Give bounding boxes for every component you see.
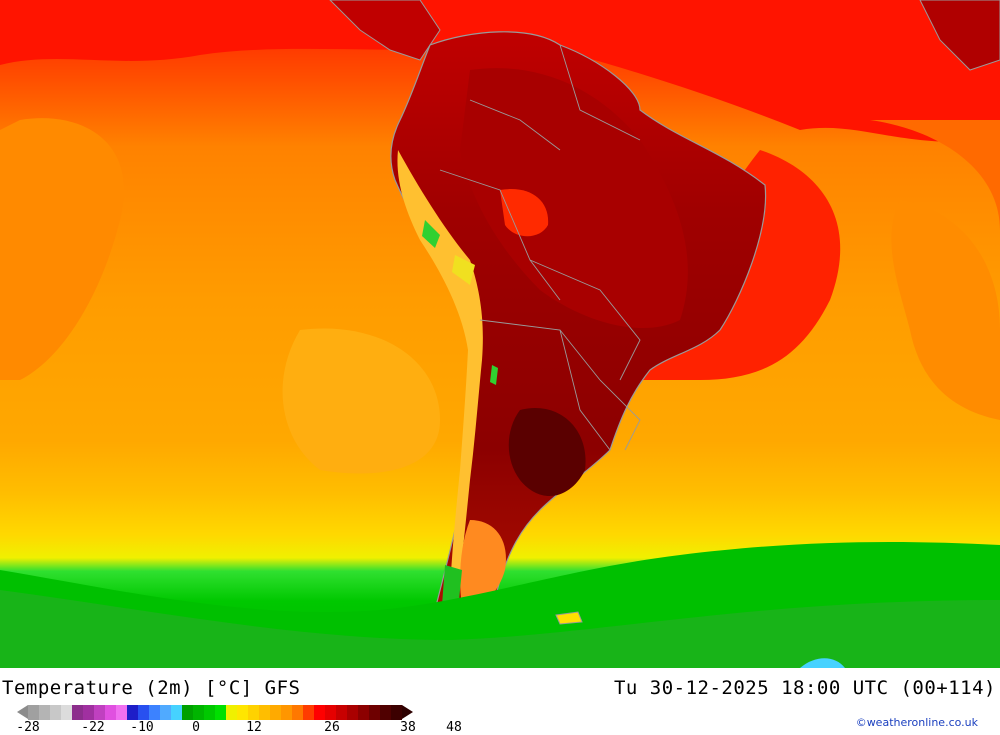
colorbar-segment xyxy=(160,705,171,720)
colorbar-segment xyxy=(336,705,347,720)
colorbar-min-arrow xyxy=(17,705,28,719)
falklands xyxy=(555,611,583,625)
andes-green-strip xyxy=(490,365,498,385)
amazon-hot-region xyxy=(460,68,688,329)
pacific-mid-orange xyxy=(0,118,124,380)
forecast-datetime: Tu 30-12-2025 18:00 UTC (00+114) xyxy=(613,677,996,699)
andes-yellow-patch xyxy=(452,255,475,285)
colorbar-segment xyxy=(391,705,402,720)
pacific-light-band xyxy=(282,328,440,474)
colorbar-tick: -28 xyxy=(16,720,40,735)
temperature-colorbar xyxy=(28,705,402,720)
colorbar-segment xyxy=(347,705,358,720)
country-borders xyxy=(439,44,641,451)
colorbar-tick: 48 xyxy=(446,720,462,735)
temperature-map[interactable] xyxy=(0,0,1000,668)
colorbar-segment xyxy=(215,705,226,720)
colorbar-segment xyxy=(182,705,193,720)
caribbean-islands xyxy=(919,0,1000,71)
south-ice-edge xyxy=(800,658,845,668)
colorbar-segment xyxy=(94,705,105,720)
colorbar-segment xyxy=(61,705,72,720)
credit-link[interactable]: ©weatheronline.co.uk xyxy=(855,716,978,729)
colorbar-tick: -22 xyxy=(81,720,105,735)
colorbar-segment xyxy=(50,705,61,720)
colorbar-segment xyxy=(226,705,237,720)
colorbar-segment xyxy=(72,705,83,720)
colorbar-tick: -10 xyxy=(130,720,154,735)
colorbar-segment xyxy=(127,705,138,720)
north-atlantic-orange xyxy=(870,120,1000,230)
colorbar-segment xyxy=(281,705,292,720)
colorbar-segment xyxy=(39,705,50,720)
colorbar-segment xyxy=(28,705,39,720)
colorbar-segment xyxy=(116,705,127,720)
andes-green-patch xyxy=(422,220,440,248)
colorbar-segment xyxy=(105,705,116,720)
colorbar-segment xyxy=(83,705,94,720)
map-footer: Temperature (2m) [°C] GFS Tu 30-12-2025 … xyxy=(0,668,1000,735)
colorbar-max-arrow xyxy=(402,705,413,719)
east-atlantic-orange xyxy=(891,200,1000,420)
colorbar-segment xyxy=(193,705,204,720)
colorbar-segment xyxy=(358,705,369,720)
colorbar-segment xyxy=(149,705,160,720)
map-canvas xyxy=(0,0,1000,668)
map-title: Temperature (2m) [°C] GFS xyxy=(2,677,301,699)
colorbar-segment xyxy=(369,705,380,720)
colorbar-segment xyxy=(303,705,314,720)
colorbar-tick: 12 xyxy=(246,720,262,735)
colorbar-segment xyxy=(314,705,325,720)
colorbar-segment xyxy=(270,705,281,720)
colorbar-segment xyxy=(259,705,270,720)
argentina-hot-core xyxy=(508,408,586,497)
colorbar-tick: 38 xyxy=(400,720,416,735)
colorbar-tick: 26 xyxy=(324,720,340,735)
colorbar-segment xyxy=(325,705,336,720)
colorbar-segment xyxy=(237,705,248,720)
colorbar-segment xyxy=(292,705,303,720)
colorbar-segment xyxy=(204,705,215,720)
colorbar-segment xyxy=(138,705,149,720)
tropical-warm-zone xyxy=(0,0,1000,143)
patagonia-warm xyxy=(460,520,506,606)
colorbar-segment xyxy=(248,705,259,720)
colorbar-tick: 0 xyxy=(192,720,200,735)
central-america xyxy=(329,0,441,61)
southern-light-green xyxy=(0,590,1000,668)
bolivia-warm-patch xyxy=(500,189,549,237)
colorbar-segment xyxy=(171,705,182,720)
colorbar-segment xyxy=(380,705,391,720)
